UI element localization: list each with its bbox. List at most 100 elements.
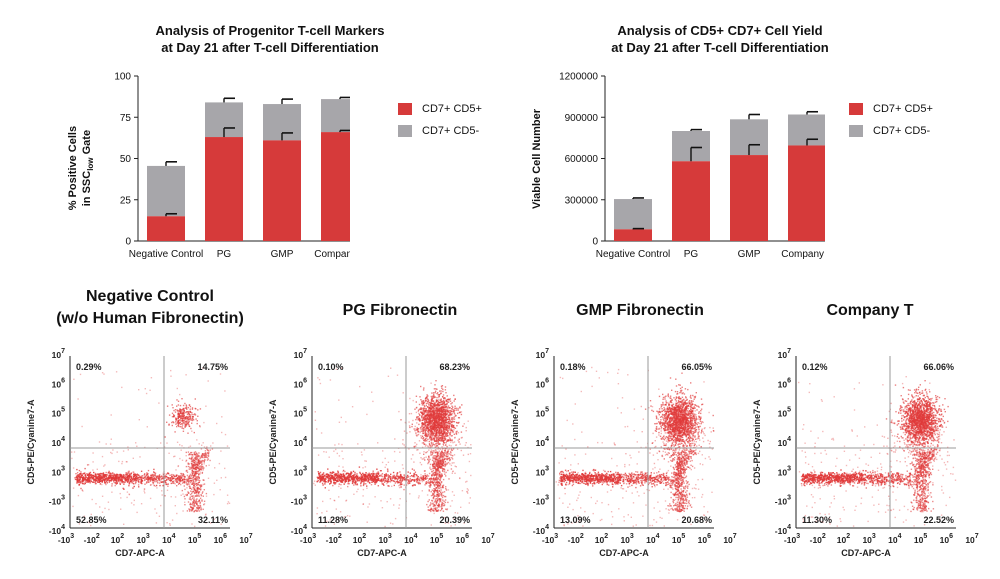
facs-event <box>432 428 435 430</box>
facs-event <box>373 476 375 479</box>
facs-event <box>422 413 424 415</box>
facs-event <box>441 416 443 419</box>
facs-event <box>198 481 200 483</box>
facs-event <box>350 476 352 478</box>
facs-event <box>448 417 451 419</box>
facs-event <box>341 480 343 483</box>
facs-event <box>435 422 438 424</box>
facs-event <box>209 459 211 462</box>
facs-event <box>176 387 178 390</box>
facs-event <box>99 483 102 485</box>
facs-event <box>355 484 357 486</box>
facs-event <box>380 474 382 476</box>
facs-event <box>189 485 191 488</box>
facs-event <box>417 416 419 418</box>
facs-event <box>373 480 375 482</box>
facs-event <box>427 427 430 429</box>
facs-event <box>363 481 365 483</box>
facs-event <box>194 477 196 480</box>
facs-event <box>442 406 445 409</box>
facs-event <box>346 479 348 481</box>
facs-event <box>375 479 377 482</box>
facs-event <box>439 437 441 439</box>
facs-event <box>445 425 447 427</box>
facs-event <box>419 419 421 421</box>
facs-event <box>361 478 363 481</box>
facs-event <box>334 478 336 480</box>
facs-event <box>436 423 439 425</box>
facs-event <box>435 424 437 426</box>
facs-event <box>395 477 398 480</box>
facs-event <box>438 501 441 503</box>
facs-event <box>155 481 157 483</box>
facs-event <box>442 443 444 445</box>
facs-event <box>429 481 431 483</box>
facs-event <box>172 480 174 483</box>
facs-event <box>358 466 361 468</box>
facs-event <box>439 422 441 424</box>
facs-event <box>401 477 403 479</box>
facs-event <box>432 466 434 468</box>
facs-event <box>105 477 107 479</box>
facs-event <box>191 473 194 475</box>
facs-event <box>444 465 446 468</box>
facs-event <box>333 483 336 485</box>
facs-event <box>185 465 188 468</box>
facs-event <box>178 413 181 415</box>
facs-event <box>423 429 425 431</box>
facs-event <box>337 478 339 480</box>
facs-event <box>82 473 84 475</box>
facs-event <box>190 483 193 485</box>
facs-event <box>221 431 223 434</box>
facs-event <box>339 479 341 481</box>
facs-event <box>430 468 432 471</box>
facs-event <box>134 478 137 480</box>
facs-event <box>445 424 448 426</box>
facs-event <box>436 419 438 421</box>
facs-event <box>335 482 337 484</box>
facs-event <box>99 478 102 481</box>
facs-event <box>392 477 394 479</box>
facs-event <box>137 474 139 476</box>
facs-event <box>174 411 177 413</box>
facs-event <box>170 478 172 481</box>
facs-event <box>116 482 118 484</box>
facs-event <box>188 419 191 421</box>
facs-event <box>428 456 430 458</box>
facs-event <box>184 418 186 420</box>
facs-event <box>201 444 203 446</box>
facs-event <box>123 474 126 476</box>
facs-event <box>194 502 197 504</box>
facs-event <box>436 501 438 503</box>
facs-event <box>160 478 163 480</box>
facs-event <box>167 485 169 487</box>
facs-event <box>418 483 420 485</box>
facs-event <box>191 471 193 474</box>
facs-event <box>433 440 436 442</box>
facs-event <box>436 451 438 453</box>
facs-event <box>141 475 143 477</box>
facs-event <box>179 444 181 446</box>
facs-event <box>427 406 429 408</box>
facs-event <box>447 439 450 441</box>
facs-event <box>201 455 203 457</box>
facs-event <box>188 412 190 415</box>
facs-event <box>435 428 437 430</box>
facs-event <box>196 461 198 463</box>
facs-event <box>431 414 433 416</box>
facs-event <box>401 479 403 481</box>
facs-event <box>421 478 424 481</box>
facs-event <box>441 409 443 411</box>
facs-event <box>181 412 184 414</box>
facs-event <box>371 476 373 478</box>
facs-event <box>166 421 168 423</box>
facs-event <box>447 435 449 437</box>
facs-event <box>417 418 419 420</box>
facs-event <box>432 464 434 466</box>
facs-event <box>143 473 146 476</box>
facs-event <box>338 483 340 485</box>
facs-event <box>193 467 196 470</box>
y-tick-label: 50 <box>120 154 132 165</box>
facs-event <box>99 506 101 508</box>
facs-event <box>365 483 367 485</box>
